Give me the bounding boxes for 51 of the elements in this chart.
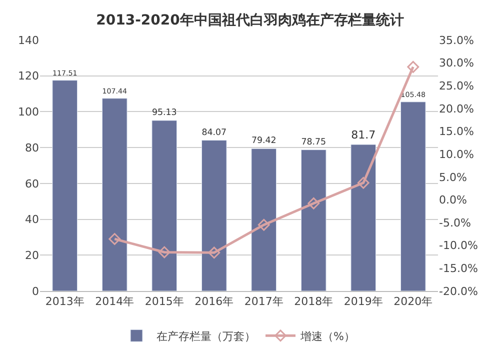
point bbox=[357, 176, 370, 189]
y2-tick-label: -5.0% bbox=[439, 216, 471, 230]
data-label: 95.13 bbox=[152, 108, 177, 118]
y2-tick-label: 25.0% bbox=[439, 79, 474, 92]
y-tick-label: 0 bbox=[32, 284, 39, 298]
x-tick-label: 2018年 bbox=[294, 295, 334, 308]
bar bbox=[201, 140, 227, 291]
y-tick-label: 80 bbox=[25, 141, 39, 154]
y2-tick-label: -20.0% bbox=[439, 284, 478, 298]
point bbox=[258, 218, 270, 231]
data-label: 84.07 bbox=[202, 128, 227, 138]
point bbox=[308, 197, 320, 210]
y2-tick-label: -10.0% bbox=[439, 239, 478, 252]
x-tick-label: 2014年 bbox=[95, 295, 134, 308]
data-label: 79.42 bbox=[251, 136, 276, 146]
bar bbox=[400, 102, 426, 291]
y-tick-label: 140 bbox=[18, 34, 39, 47]
y2-tick-label: 10.0% bbox=[439, 148, 474, 161]
y2-tick-label: -15.0% bbox=[439, 262, 478, 276]
y-tick-label: 100 bbox=[18, 106, 39, 119]
x-tick-label: 2013年 bbox=[45, 295, 84, 308]
data-label: 81.7 bbox=[351, 128, 376, 142]
y2-tick-label: 30.0% bbox=[439, 56, 474, 70]
y2-tick-label: 35.0% bbox=[439, 34, 474, 47]
y2-tick-label: 15.0% bbox=[439, 125, 474, 138]
bar bbox=[152, 120, 178, 291]
bar bbox=[300, 150, 326, 291]
x-tick-label: 2016年 bbox=[194, 295, 234, 308]
x-tick-label: 2020年 bbox=[394, 295, 433, 308]
data-label: 78.75 bbox=[301, 137, 326, 148]
x-tick-label: 2019年 bbox=[344, 295, 383, 308]
bar bbox=[102, 98, 128, 291]
point bbox=[208, 246, 220, 259]
legend-label: 增速（%） bbox=[300, 330, 355, 343]
bar bbox=[251, 148, 277, 291]
y2-tick-label: 20.0% bbox=[439, 102, 474, 116]
y-tick-label: 120 bbox=[18, 70, 39, 83]
legend-label: 在产存栏量（万套） bbox=[156, 330, 256, 343]
chart-title: 2013-2020年中国祖代白羽肉鸡在产存栏量统计 bbox=[96, 11, 404, 28]
point bbox=[108, 233, 121, 245]
bar bbox=[52, 80, 78, 291]
y-tick-label: 20 bbox=[25, 248, 39, 262]
bar bbox=[350, 144, 376, 291]
y-tick-label: 60 bbox=[25, 177, 39, 190]
y-tick-label: 40 bbox=[25, 213, 39, 226]
x-tick-label: 2015年 bbox=[144, 295, 184, 308]
point bbox=[407, 60, 420, 73]
y2-tick-label: 5.0% bbox=[439, 170, 467, 184]
x-tick-label: 2017年 bbox=[244, 295, 284, 308]
point bbox=[158, 246, 170, 258]
y2-tick-label: 0.0% bbox=[439, 194, 467, 207]
